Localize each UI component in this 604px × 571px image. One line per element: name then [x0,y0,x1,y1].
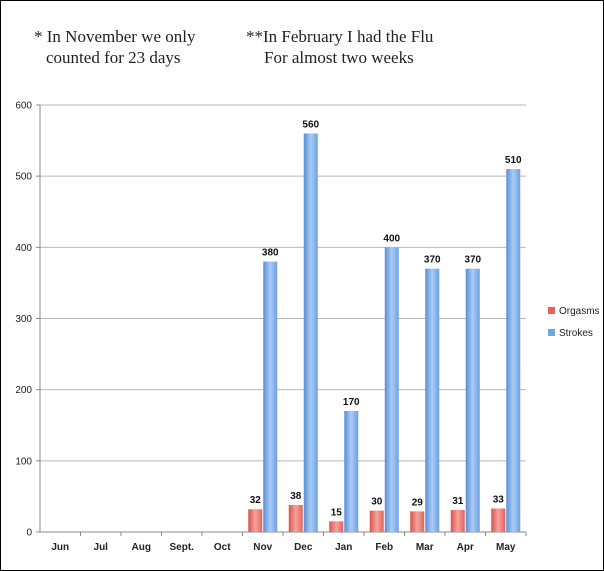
legend: Orgasms Strokes [548,306,600,339]
x-tick-label: May [496,542,516,553]
note-february-line2: For almost two weeks [264,48,414,67]
data-label-orgasms: 15 [331,507,343,518]
y-tick-label: 200 [15,385,32,396]
y-tick-label: 0 [26,528,32,539]
axes: 0 100 200 300 400 500 600 Jun Jul Aug Sept. Oct Nov D… [15,101,527,553]
note-february: **In February I had the Flu For almost t… [246,26,433,68]
x-tick-label: Nov [253,542,272,553]
note-november-line1: * In November we only [34,27,196,46]
bar-strokes [425,268,440,532]
x-tick-label: Dec [294,542,313,553]
bars [248,133,521,533]
data-label-strokes: 370 [464,255,481,266]
bar-orgasms [369,510,384,532]
x-tick-label: Mar [416,542,434,553]
bar-strokes [344,411,359,532]
note-november: * In November we only counted for 23 day… [34,26,195,68]
grid-lines [40,104,526,533]
x-tick-label: Apr [457,542,474,553]
data-label-strokes: 370 [424,255,441,266]
bar-strokes [506,169,521,533]
legend-swatch-orgasms [548,307,555,314]
y-tick-label: 600 [15,101,32,112]
bar-orgasms [329,521,344,532]
data-labels: 32 38 15 30 29 31 33 380 560 170 400 370 370 510 [250,119,522,518]
x-tick-label: Jul [94,542,109,553]
bar-orgasms [410,511,425,532]
data-label-strokes: 170 [343,397,360,408]
data-label-orgasms: 32 [250,495,262,506]
legend-swatch-strokes [548,329,555,336]
legend-label-orgasms: Orgasms [559,306,600,317]
bar-orgasms [248,509,263,532]
data-label-orgasms: 38 [290,491,302,502]
data-label-strokes: 560 [302,119,319,130]
bar-orgasms [450,509,465,532]
y-tick-label: 300 [15,314,32,325]
x-tick-label: Jan [335,542,352,553]
legend-label-strokes: Strokes [559,328,593,339]
note-november-line2: counted for 23 days [46,48,181,67]
bar-strokes [263,261,278,532]
data-label-strokes: 380 [262,248,279,259]
bar-strokes [303,133,318,532]
y-tick-label: 400 [15,243,32,254]
note-february-line1: **In February I had the Flu [246,27,434,46]
x-tick-label: Feb [375,542,393,553]
y-tick-label: 500 [15,172,32,183]
data-label-strokes: 400 [383,233,400,244]
x-tick-label: Sept. [170,542,195,553]
bar-orgasms [491,508,506,532]
x-tick-label: Oct [214,542,231,553]
data-label-orgasms: 33 [493,495,505,506]
x-tick-label: Jun [51,542,69,553]
bar-orgasms [288,504,303,532]
bar-strokes [384,247,399,533]
data-label-orgasms: 30 [371,497,383,508]
data-label-orgasms: 31 [452,496,464,507]
data-label-strokes: 510 [505,155,522,166]
data-label-orgasms: 29 [412,497,424,508]
y-tick-label: 100 [15,456,32,467]
bar-strokes [465,268,480,532]
x-tick-label: Aug [132,542,151,553]
